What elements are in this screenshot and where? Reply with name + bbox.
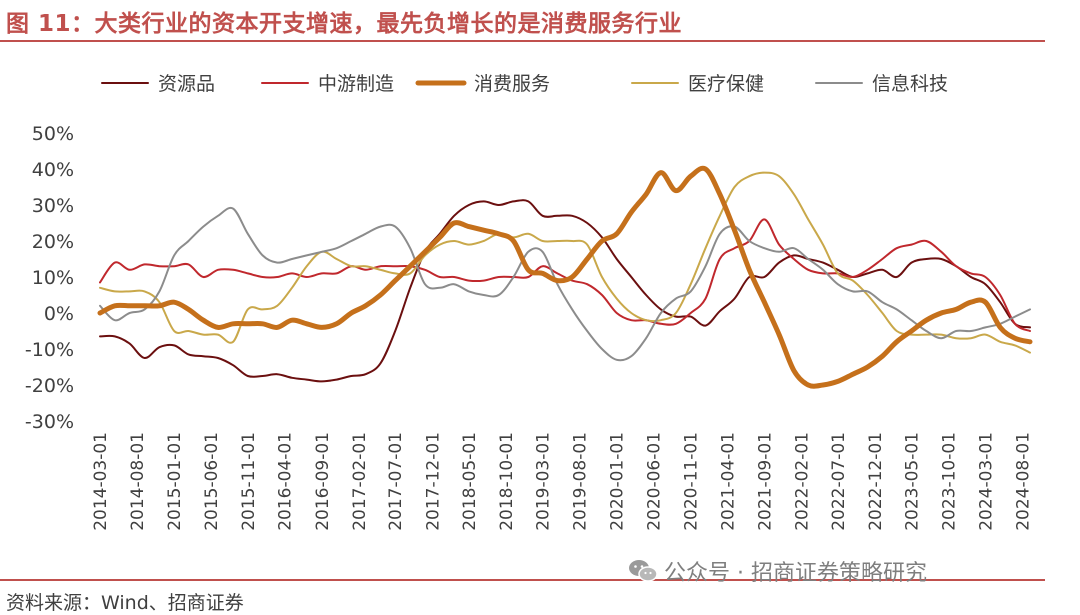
- x-tick-label: 2020-11-01: [682, 432, 702, 531]
- x-tick-label: 2014-08-01: [128, 432, 148, 531]
- x-tick-label: 2015-11-01: [239, 432, 259, 531]
- bottom-rule: [0, 579, 1045, 581]
- x-tick-label: 2016-09-01: [313, 432, 333, 531]
- x-tick-label: 2018-10-01: [497, 432, 517, 531]
- legend-label: 消费服务: [474, 73, 550, 95]
- legend-label: 医疗保健: [688, 73, 764, 95]
- x-tick-label: 2020-06-01: [645, 432, 665, 531]
- chart-legend: 资源品 中游制造 消费服务 医疗保健 信息科技: [101, 73, 948, 95]
- x-tick-label: 2015-06-01: [202, 432, 222, 531]
- y-tick-label: 10%: [32, 267, 74, 289]
- y-tick-label: -30%: [25, 411, 74, 433]
- y-tick-label: 30%: [32, 195, 74, 217]
- x-tick-label: 2023-05-01: [902, 432, 922, 531]
- y-tick-label: -20%: [25, 375, 74, 397]
- x-tick-label: 2018-05-01: [460, 432, 480, 531]
- x-tick-label: 2016-04-01: [276, 432, 296, 531]
- x-axis: 2014-03-01 2014-08-01 2015-01-01 2015-06-01…: [91, 432, 1033, 531]
- y-tick-label: 50%: [32, 123, 74, 145]
- y-tick-label: 0%: [44, 303, 74, 325]
- series-line-信息科技: [99, 206, 1031, 362]
- watermark: 公众号 · 招商证券策略研究: [628, 555, 927, 587]
- legend-label: 信息科技: [872, 73, 948, 95]
- x-tick-label: 2023-10-01: [940, 432, 960, 531]
- series-line-资源品: [99, 199, 1031, 383]
- x-tick-label: 2017-02-01: [350, 432, 370, 531]
- y-tick-label: 20%: [32, 231, 74, 253]
- watermark-text: 公众号 · 招商证券策略研究: [664, 561, 927, 586]
- y-axis: 50% 40% 30% 20% 10% 0% -10% -20% -30%: [25, 123, 74, 433]
- x-tick-label: 2014-03-01: [91, 432, 111, 531]
- series-layer: [97, 165, 1033, 389]
- x-tick-label: 2017-12-01: [423, 432, 443, 531]
- source-note: 资料来源：Wind、招商证券: [6, 592, 244, 614]
- figure-title: 图 11：大类行业的资本开支增速，最先负增长的是消费服务行业: [6, 11, 683, 37]
- x-tick-label: 2019-03-01: [534, 432, 554, 531]
- series-line-医疗保健: [99, 171, 1031, 354]
- x-tick-label: 2022-02-01: [792, 432, 812, 531]
- series-line-消费服务: [97, 165, 1033, 389]
- wechat-icon: [629, 560, 658, 582]
- x-tick-label: 2017-07-01: [386, 432, 406, 531]
- x-tick-label: 2024-08-01: [1013, 432, 1033, 531]
- x-tick-label: 2022-07-01: [829, 432, 849, 531]
- title-rule: [0, 40, 1045, 42]
- x-tick-label: 2022-12-01: [866, 432, 886, 531]
- x-tick-label: 2015-01-01: [165, 432, 185, 531]
- x-tick-label: 2024-03-01: [976, 432, 996, 531]
- x-tick-label: 2020-01-01: [608, 432, 628, 531]
- x-tick-label: 2019-08-01: [571, 432, 591, 531]
- x-tick-label: 2021-09-01: [755, 432, 775, 531]
- legend-label: 资源品: [158, 73, 215, 95]
- x-tick-label: 2021-04-01: [718, 432, 738, 531]
- legend-label: 中游制造: [318, 73, 394, 95]
- y-tick-label: 40%: [32, 159, 74, 181]
- y-tick-label: -10%: [25, 339, 74, 361]
- series-line-中游制造: [99, 218, 1031, 332]
